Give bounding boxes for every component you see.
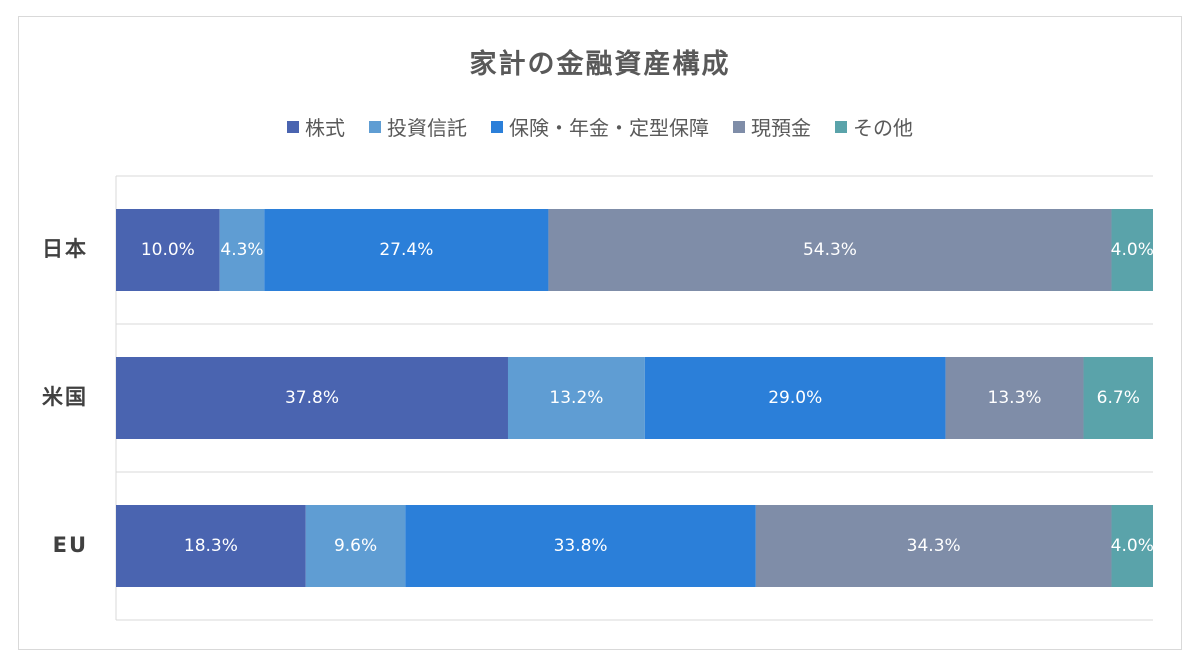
- bar-data-label: 4.3%: [220, 240, 263, 260]
- bar-data-label: 18.3%: [184, 536, 238, 556]
- bar-data-label: 10.0%: [141, 240, 195, 260]
- bar-segment: [219, 209, 265, 291]
- legend-label: その他: [853, 116, 913, 140]
- bar-segment: [264, 209, 549, 291]
- bar-data-label: 4.0%: [1111, 536, 1154, 556]
- bar-segment: [1111, 209, 1153, 291]
- bar-data-label: 27.4%: [379, 240, 433, 260]
- bar-segment: [507, 357, 645, 439]
- bar-data-label: 37.8%: [285, 388, 339, 408]
- legend-label: 投資信託: [387, 116, 467, 140]
- bar-data-label: 13.2%: [549, 388, 603, 408]
- bar-segment: [1111, 505, 1153, 587]
- bar-segment: [945, 357, 1084, 439]
- bar-data-label: 33.8%: [554, 536, 608, 556]
- bar-segment: [548, 209, 1112, 291]
- bar-segment: [755, 505, 1112, 587]
- chart-title: 家計の金融資産構成: [469, 49, 731, 80]
- legend-item: その他: [835, 112, 913, 141]
- bar-segment: [644, 357, 946, 439]
- bar-data-label: 34.3%: [907, 536, 961, 556]
- category-tick-label: 日本: [42, 237, 88, 261]
- legend-swatch: [491, 120, 503, 133]
- bar-data-label: 6.7%: [1097, 388, 1140, 408]
- category-tick-label: 米国: [42, 385, 88, 409]
- legend-label: 現預金: [751, 116, 811, 140]
- bar-segment: [116, 357, 508, 439]
- bar-data-label: 54.3%: [803, 240, 857, 260]
- bar-segment: [1083, 357, 1153, 439]
- bar-segment: [116, 209, 220, 291]
- bar-data-label: 4.0%: [1111, 240, 1154, 260]
- category-tick-label: EU: [53, 533, 88, 557]
- legend-label: 保険・年金・定型保障: [509, 116, 709, 140]
- bar-segment: [305, 505, 406, 587]
- bar-segment: [116, 505, 306, 587]
- bar-data-label: 29.0%: [768, 388, 822, 408]
- legend-item: 投資信託: [369, 112, 467, 141]
- legend-label: 株式: [305, 116, 345, 140]
- legend-item: 保険・年金・定型保障: [491, 112, 709, 141]
- legend-swatch: [369, 120, 381, 133]
- legend-swatch: [733, 120, 745, 133]
- legend-item: 株式: [287, 112, 345, 141]
- legend-swatch: [835, 120, 847, 133]
- legend-swatch: [287, 120, 299, 133]
- bar-data-label: 13.3%: [988, 388, 1042, 408]
- legend-item: 現預金: [733, 112, 811, 141]
- chart-legend: 株式 投資信託 保険・年金・定型保障 現預金 その他: [0, 112, 1200, 141]
- bar-data-label: 9.6%: [334, 536, 377, 556]
- bar-segment: [405, 505, 756, 587]
